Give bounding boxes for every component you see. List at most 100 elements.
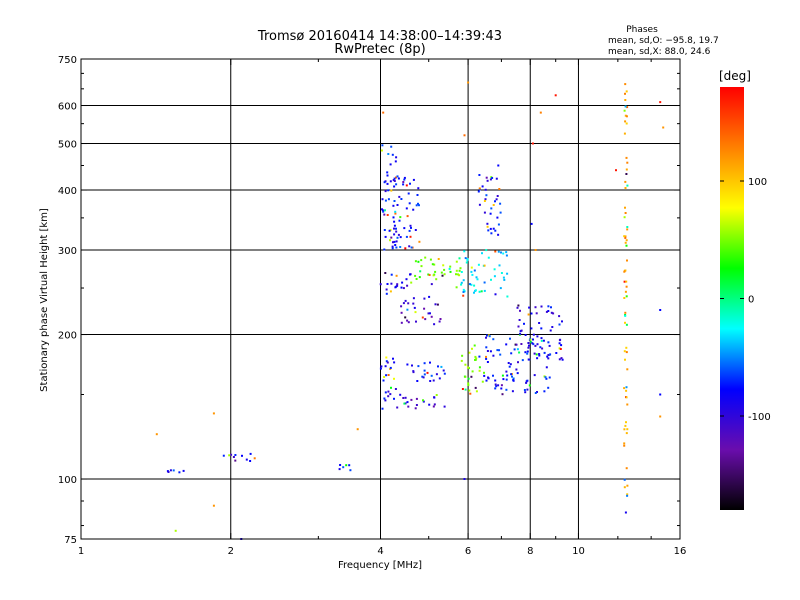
- scatter-point: [490, 207, 493, 210]
- scatter-point: [541, 347, 544, 350]
- scatter-point: [460, 281, 463, 284]
- scatter-point: [485, 194, 488, 197]
- scatter-point: [626, 106, 629, 109]
- scatter-point: [405, 184, 408, 187]
- scatter-point: [473, 284, 476, 287]
- scatter-point: [536, 357, 539, 360]
- scatter-point: [402, 181, 405, 183]
- scatter-point: [500, 387, 503, 390]
- scatter-point: [434, 270, 437, 273]
- scatter-point: [435, 373, 438, 376]
- scatter-point: [489, 227, 492, 230]
- scatter-point: [470, 283, 473, 286]
- scatter-point: [625, 168, 628, 171]
- scatter-point: [625, 122, 628, 125]
- scatter-point: [407, 321, 410, 324]
- scatter-point: [381, 144, 384, 147]
- scatter-point: [449, 265, 452, 268]
- scatter-point: [486, 225, 489, 228]
- scatter-point: [524, 351, 527, 354]
- scatter-point: [489, 212, 492, 215]
- scatter-point: [462, 279, 465, 282]
- scatter-point: [505, 370, 508, 373]
- scatter-point: [417, 260, 420, 263]
- scatter-point: [385, 356, 388, 359]
- scatter-point: [398, 195, 401, 198]
- scatter-point: [389, 180, 392, 183]
- scatter-point: [391, 245, 394, 248]
- scatter-point: [423, 369, 426, 372]
- scatter-point: [549, 329, 552, 332]
- scatter-point: [625, 156, 628, 159]
- scatter-point: [431, 263, 434, 266]
- colorbar-tick-label: 100: [748, 177, 767, 188]
- scatter-point: [526, 350, 529, 353]
- scatter-point: [440, 271, 443, 274]
- scatter-point: [393, 185, 396, 188]
- scatter-point: [473, 269, 476, 272]
- scatter-point: [155, 433, 158, 436]
- scatter-point: [550, 306, 552, 309]
- scatter-point: [470, 266, 473, 269]
- scatter-point: [222, 454, 225, 457]
- scatter-point: [381, 198, 384, 201]
- scatter-point: [501, 374, 504, 377]
- scatter-point: [458, 274, 461, 277]
- scatter-point: [543, 351, 546, 354]
- scatter-point: [558, 323, 561, 326]
- scatter-point: [439, 318, 442, 320]
- scatter-point: [424, 256, 427, 259]
- scatter-point: [460, 271, 463, 273]
- scatter-point: [487, 377, 490, 380]
- scatter-point: [455, 273, 457, 276]
- scatter-point: [466, 258, 469, 261]
- scatter-point: [393, 361, 396, 364]
- scatter-point: [561, 320, 563, 323]
- scatter-point: [485, 379, 488, 382]
- scatter-point: [412, 297, 415, 300]
- scatter-point: [399, 216, 402, 219]
- y-tick-label: 400: [58, 186, 77, 197]
- scatter-point: [624, 241, 627, 244]
- legend-o-stats: mean, sd,O: −95.8, 19.7: [608, 36, 719, 46]
- scatter-point: [383, 397, 386, 400]
- scatter-point: [625, 421, 627, 424]
- scatter-point: [391, 247, 394, 250]
- scatter-point: [348, 464, 351, 467]
- scatter-point: [476, 278, 479, 281]
- scatter-point: [392, 357, 394, 360]
- scatter-point: [624, 358, 626, 361]
- scatter-point: [547, 341, 550, 344]
- scatter-point: [356, 428, 359, 431]
- scatter-point: [410, 281, 413, 284]
- scatter-point: [625, 323, 628, 326]
- scatter-point: [427, 273, 430, 276]
- scatter-point: [499, 211, 502, 214]
- scatter-point: [412, 302, 415, 305]
- scatter-point: [497, 223, 500, 226]
- scatter-point: [489, 178, 492, 181]
- scatter-point: [535, 312, 538, 315]
- scatter-point: [417, 202, 419, 205]
- scatter-point: [548, 344, 551, 347]
- scatter-point: [412, 208, 415, 211]
- scatter-point: [382, 379, 385, 382]
- scatter-point: [533, 352, 536, 355]
- scatter-point: [486, 222, 489, 225]
- scatter-point: [475, 357, 478, 360]
- scatter-point: [389, 366, 392, 369]
- scatter-point: [659, 415, 662, 418]
- scatter-point: [624, 511, 627, 514]
- scatter-point: [464, 375, 467, 378]
- scatter-point: [478, 290, 481, 293]
- scatter-point: [448, 267, 451, 270]
- scatter-point: [481, 185, 484, 188]
- scatter-point: [477, 190, 480, 193]
- scatter-point: [481, 252, 483, 255]
- scatter-point: [394, 212, 397, 215]
- scatter-point: [443, 405, 446, 408]
- scatter-point: [397, 233, 400, 236]
- scatter-point: [487, 256, 490, 259]
- scatter-point: [536, 391, 538, 393]
- scatter-point: [406, 284, 409, 287]
